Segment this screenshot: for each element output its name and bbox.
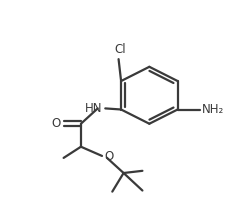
Text: HN: HN [84, 102, 102, 115]
Text: NH₂: NH₂ [201, 103, 223, 116]
Text: O: O [52, 117, 60, 130]
Text: O: O [104, 150, 113, 163]
Text: Cl: Cl [114, 43, 126, 56]
